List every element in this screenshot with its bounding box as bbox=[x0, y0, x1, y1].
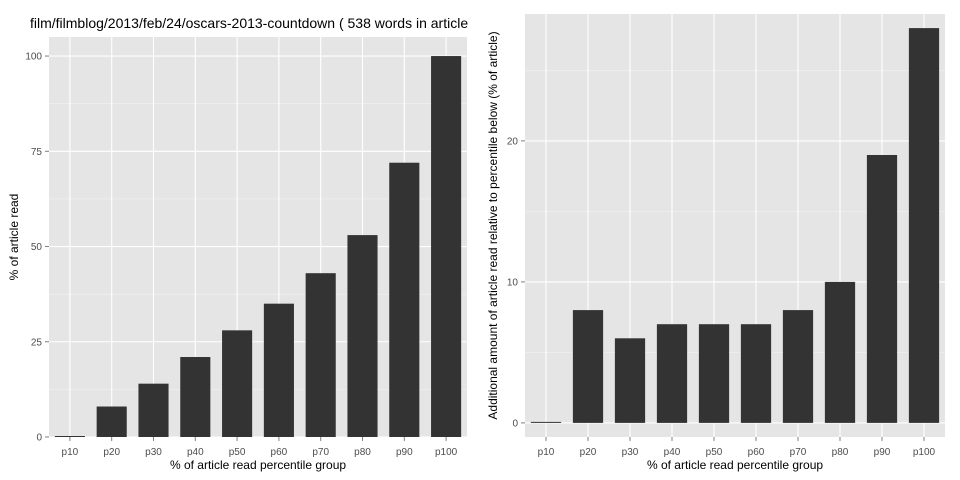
y-tick-label: 10 bbox=[507, 277, 519, 288]
bar-p50 bbox=[222, 330, 253, 437]
x-tick-label: p50 bbox=[706, 447, 723, 458]
bar-p20 bbox=[96, 406, 127, 437]
bar-p40 bbox=[656, 324, 688, 423]
bar-p100 bbox=[431, 56, 462, 438]
bar-p10 bbox=[54, 436, 85, 437]
x-tick-label: p70 bbox=[790, 447, 807, 458]
x-tick-label: p80 bbox=[354, 447, 371, 458]
y-tick-label: 75 bbox=[31, 147, 43, 158]
y-axis-title: % of article read bbox=[7, 194, 21, 281]
y-tick-label: 20 bbox=[507, 136, 519, 147]
x-tick-label: p60 bbox=[748, 447, 765, 458]
x-tick-label: p20 bbox=[103, 447, 120, 458]
bar-p30 bbox=[138, 383, 169, 437]
x-tick-label: p20 bbox=[580, 447, 597, 458]
x-tick-label: p100 bbox=[435, 447, 458, 458]
bar-p50 bbox=[698, 324, 730, 423]
x-axis-title: % of article read percentile group bbox=[647, 458, 823, 472]
x-tick-label: p50 bbox=[229, 447, 246, 458]
x-axis-title: % of article read percentile group bbox=[170, 458, 346, 472]
y-tick-label: 0 bbox=[36, 433, 42, 444]
y-tick-label: 100 bbox=[25, 52, 42, 63]
x-tick-label: p30 bbox=[622, 447, 639, 458]
bar-p20 bbox=[572, 310, 604, 423]
x-tick-label: p60 bbox=[271, 447, 288, 458]
x-tick-label: p30 bbox=[145, 447, 162, 458]
x-tick-label: p90 bbox=[396, 447, 413, 458]
left-chart-panel: 0 25 50 75 100 p10 p20 p30 p40 p50 p60 p70 p80 p90 p10… bbox=[7, 37, 467, 472]
bar-p70 bbox=[305, 273, 336, 437]
x-tick-label: p80 bbox=[832, 447, 849, 458]
y-tick-label: 50 bbox=[31, 242, 43, 253]
x-tick-label: p10 bbox=[62, 447, 79, 458]
bar-p80 bbox=[824, 281, 856, 423]
bar-p100 bbox=[908, 28, 940, 423]
y-tick-label: 0 bbox=[512, 418, 518, 429]
right-chart-panel: 0 10 20 p10 p20 p30 p40 p50 p60 p70 p80 p90 p100 % of… bbox=[486, 14, 945, 472]
y-tick-label: 25 bbox=[31, 337, 43, 348]
bar-p30 bbox=[614, 338, 646, 423]
bar-p60 bbox=[740, 324, 772, 423]
bar-p10 bbox=[530, 421, 562, 423]
chart-title: film/filmblog/2013/feb/24/oscars-2013-co… bbox=[30, 15, 468, 31]
bar-p70 bbox=[782, 310, 814, 423]
bar-p90 bbox=[866, 155, 898, 423]
x-tick-label: p70 bbox=[312, 447, 329, 458]
bar-p40 bbox=[180, 357, 211, 437]
bar-p90 bbox=[389, 162, 420, 437]
bar-p60 bbox=[263, 303, 294, 437]
x-tick-label: p10 bbox=[538, 447, 555, 458]
x-tick-label: p40 bbox=[187, 447, 204, 458]
bar-p80 bbox=[347, 235, 378, 437]
x-tick-label: p90 bbox=[874, 447, 891, 458]
x-tick-label: p40 bbox=[664, 447, 681, 458]
y-axis-title: Additional amount of article read relati… bbox=[486, 31, 500, 419]
x-tick-label: p100 bbox=[913, 447, 936, 458]
